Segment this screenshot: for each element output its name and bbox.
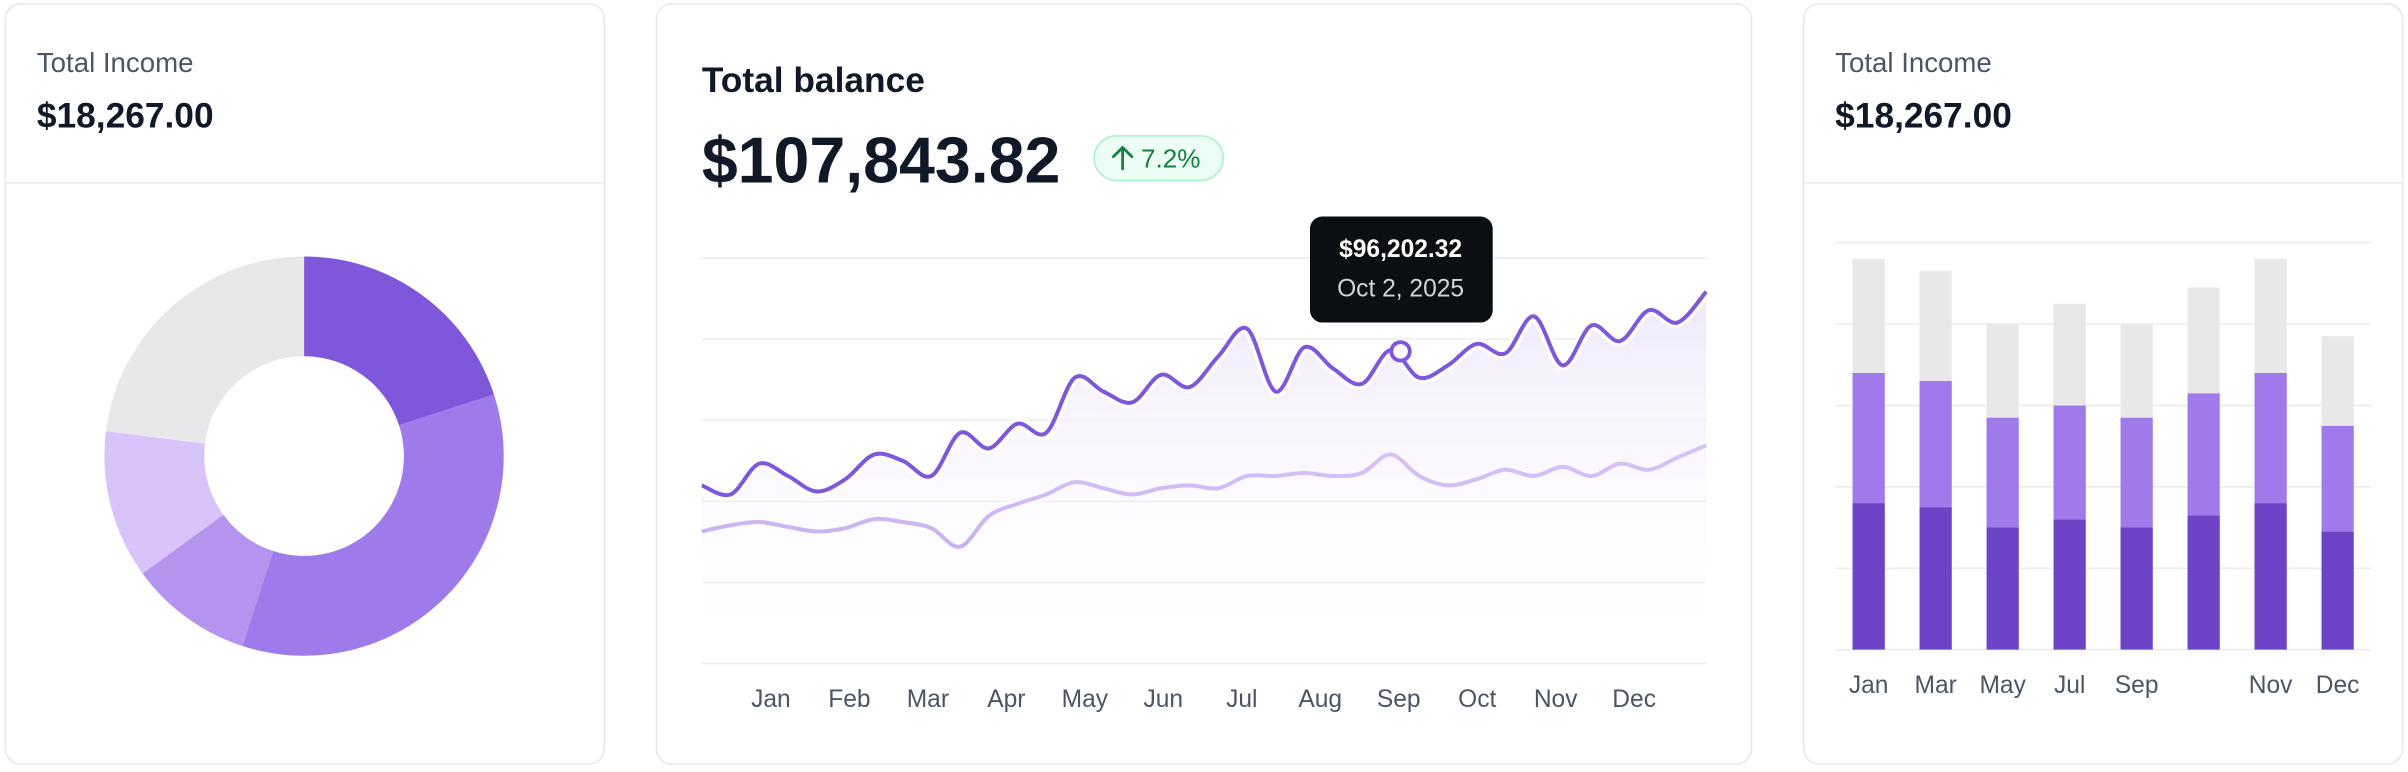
pie-slice — [106, 256, 305, 444]
bar-segment — [2254, 372, 2287, 504]
card-title: Total balance — [702, 61, 925, 100]
bar-segment — [2321, 531, 2354, 650]
x-tick-label: Mar — [1915, 672, 1957, 699]
pie-slice — [104, 431, 224, 574]
bar-segment — [1986, 417, 2019, 528]
x-tick-label: Apr — [987, 686, 1025, 713]
bar-segment — [2187, 515, 2220, 650]
bar-segment — [2254, 258, 2287, 373]
bar-segment — [2254, 503, 2287, 650]
tooltip — [1309, 216, 1493, 323]
x-tick-label: Nov — [1534, 686, 1578, 713]
pie-slice — [304, 256, 494, 426]
bar-segment — [2321, 425, 2354, 532]
bar-segment — [1852, 503, 1885, 650]
x-tick-label: Jul — [1226, 686, 1257, 713]
tooltip-date: Oct 2, 2025 — [1337, 276, 1464, 303]
card — [1802, 3, 2404, 765]
bar-segment — [1919, 381, 1952, 508]
pie-slice — [142, 514, 274, 646]
bar-segment — [2120, 324, 2153, 418]
x-tick-label: Jan — [1849, 672, 1889, 699]
x-tick-label: Feb — [828, 686, 870, 713]
x-tick-label: May — [1979, 672, 2026, 699]
x-tick-label: Aug — [1298, 686, 1342, 713]
badge-arrow — [1112, 146, 1134, 171]
bar-segment — [2053, 303, 2086, 406]
bar-segment — [1852, 258, 1885, 373]
bar-segment — [1852, 372, 1885, 504]
card-title: Total Income — [37, 47, 194, 78]
bar-segment — [1919, 507, 1952, 650]
x-tick-label: Dec — [1612, 686, 1656, 713]
bar-segment — [1986, 527, 2019, 650]
x-tick-label: Oct — [1458, 686, 1496, 713]
badge-text: 7.2% — [1141, 143, 1200, 173]
card-title: Total Income — [1835, 47, 1992, 78]
x-tick-label: Jan — [751, 686, 791, 713]
area — [701, 291, 1707, 664]
bar-segment — [2187, 287, 2220, 394]
bar-segment — [2053, 405, 2086, 520]
pie-slice — [242, 394, 504, 656]
x-tick-label: May — [1062, 686, 1109, 713]
bar-segment — [2120, 527, 2153, 650]
line — [701, 290, 1708, 498]
bar-segment — [2120, 417, 2153, 528]
x-tick-label: Jul — [2054, 672, 2085, 699]
tooltip-value: $96,202.32 — [1339, 236, 1462, 263]
bar-segment — [2187, 393, 2220, 516]
x-tick-label: Mar — [907, 686, 949, 713]
x-tick-label: Nov — [2249, 672, 2293, 699]
bar-segment — [1919, 271, 1952, 382]
x-tick-label: Jun — [1143, 686, 1183, 713]
x-tick-label: Sep — [2115, 672, 2159, 699]
x-tick-label: Dec — [2316, 672, 2360, 699]
card-value: $107,843.82 — [702, 125, 1061, 197]
badge — [1093, 135, 1224, 182]
x-tick-label: Sep — [1377, 686, 1421, 713]
bar-segment — [2321, 336, 2354, 426]
bar-segment — [2053, 519, 2086, 650]
hover-point — [1389, 340, 1412, 363]
card-value: $18,267.00 — [1835, 96, 2012, 135]
card-value: $18,267.00 — [37, 96, 214, 135]
bar-segment — [1986, 324, 2019, 418]
